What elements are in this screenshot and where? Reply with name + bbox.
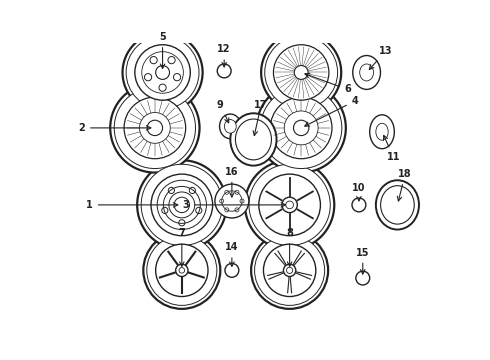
Circle shape bbox=[215, 184, 249, 218]
Circle shape bbox=[124, 97, 186, 159]
Circle shape bbox=[251, 232, 328, 309]
Circle shape bbox=[110, 83, 199, 172]
Circle shape bbox=[225, 264, 239, 277]
Circle shape bbox=[145, 73, 152, 81]
Circle shape bbox=[159, 84, 166, 91]
Ellipse shape bbox=[381, 186, 414, 224]
Circle shape bbox=[221, 191, 242, 211]
Ellipse shape bbox=[360, 64, 373, 81]
Circle shape bbox=[261, 87, 342, 168]
Circle shape bbox=[174, 197, 190, 213]
Text: 14: 14 bbox=[225, 242, 239, 266]
Circle shape bbox=[283, 264, 296, 276]
Circle shape bbox=[264, 244, 316, 297]
Circle shape bbox=[150, 57, 157, 64]
Circle shape bbox=[137, 160, 226, 249]
Circle shape bbox=[142, 52, 183, 93]
Ellipse shape bbox=[220, 114, 241, 139]
Ellipse shape bbox=[230, 113, 276, 166]
Circle shape bbox=[255, 235, 325, 305]
Circle shape bbox=[163, 186, 200, 223]
Text: 4: 4 bbox=[305, 96, 359, 126]
Circle shape bbox=[284, 111, 318, 145]
Circle shape bbox=[147, 235, 217, 305]
Circle shape bbox=[173, 73, 181, 81]
Circle shape bbox=[282, 197, 297, 213]
Circle shape bbox=[294, 120, 309, 136]
Circle shape bbox=[249, 164, 330, 246]
Circle shape bbox=[126, 36, 199, 109]
Circle shape bbox=[287, 267, 293, 274]
Circle shape bbox=[168, 57, 175, 64]
Text: 12: 12 bbox=[218, 44, 231, 67]
Ellipse shape bbox=[376, 180, 419, 230]
Ellipse shape bbox=[235, 119, 271, 160]
Circle shape bbox=[157, 180, 206, 230]
Circle shape bbox=[352, 198, 366, 212]
Text: 5: 5 bbox=[159, 32, 166, 68]
Circle shape bbox=[135, 45, 190, 100]
Text: 15: 15 bbox=[356, 248, 369, 274]
Circle shape bbox=[144, 232, 220, 309]
Ellipse shape bbox=[370, 115, 394, 149]
Circle shape bbox=[245, 160, 334, 249]
Circle shape bbox=[259, 174, 320, 236]
Text: 6: 6 bbox=[305, 73, 351, 94]
Circle shape bbox=[286, 201, 294, 209]
Circle shape bbox=[273, 45, 329, 100]
Circle shape bbox=[114, 87, 196, 168]
Text: 10: 10 bbox=[352, 183, 366, 201]
Circle shape bbox=[257, 83, 346, 172]
Circle shape bbox=[147, 120, 163, 136]
Circle shape bbox=[169, 192, 195, 218]
Circle shape bbox=[140, 112, 171, 143]
Text: 9: 9 bbox=[217, 100, 229, 123]
Text: 3: 3 bbox=[182, 200, 286, 210]
Circle shape bbox=[122, 32, 203, 112]
Text: 1: 1 bbox=[86, 200, 178, 210]
Ellipse shape bbox=[376, 123, 388, 140]
Text: 16: 16 bbox=[225, 167, 239, 197]
Circle shape bbox=[356, 271, 370, 285]
Text: 17: 17 bbox=[253, 100, 268, 135]
Circle shape bbox=[179, 267, 185, 273]
Circle shape bbox=[151, 174, 213, 236]
Ellipse shape bbox=[353, 55, 381, 89]
Text: 7: 7 bbox=[178, 228, 185, 266]
Ellipse shape bbox=[224, 120, 236, 133]
Circle shape bbox=[141, 164, 222, 246]
Circle shape bbox=[156, 66, 170, 80]
Circle shape bbox=[270, 97, 332, 159]
Circle shape bbox=[261, 32, 341, 112]
Circle shape bbox=[265, 36, 338, 109]
Text: 2: 2 bbox=[78, 123, 151, 133]
Text: 13: 13 bbox=[369, 46, 392, 69]
Circle shape bbox=[156, 244, 208, 297]
Circle shape bbox=[176, 264, 188, 276]
Circle shape bbox=[217, 64, 231, 78]
Text: 18: 18 bbox=[397, 169, 412, 201]
Text: 11: 11 bbox=[384, 135, 400, 162]
Circle shape bbox=[294, 66, 308, 80]
Text: 8: 8 bbox=[286, 228, 293, 266]
